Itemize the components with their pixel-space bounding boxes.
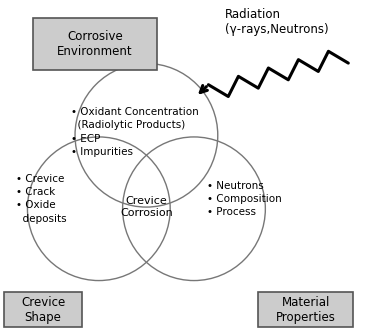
Text: Crevice
Corrosion: Crevice Corrosion [120,196,173,218]
FancyBboxPatch shape [33,18,157,70]
Text: Corrosive
Environment: Corrosive Environment [57,30,133,58]
Text: Material
Properties: Material Properties [276,296,336,324]
Text: Crevice
Shape: Crevice Shape [21,296,65,324]
Text: • Neutrons
• Composition
• Process: • Neutrons • Composition • Process [207,181,281,217]
FancyBboxPatch shape [4,292,82,327]
Text: Radiation
(γ-rays,Neutrons): Radiation (γ-rays,Neutrons) [225,8,329,36]
Text: • Crevice
• Crack
• Oxide
  deposits: • Crevice • Crack • Oxide deposits [16,174,67,223]
FancyBboxPatch shape [258,292,353,327]
Text: • Oxidant Concentration
  (Radiolytic Products)
• ECP
• Impurities: • Oxidant Concentration (Radiolytic Prod… [71,107,199,157]
